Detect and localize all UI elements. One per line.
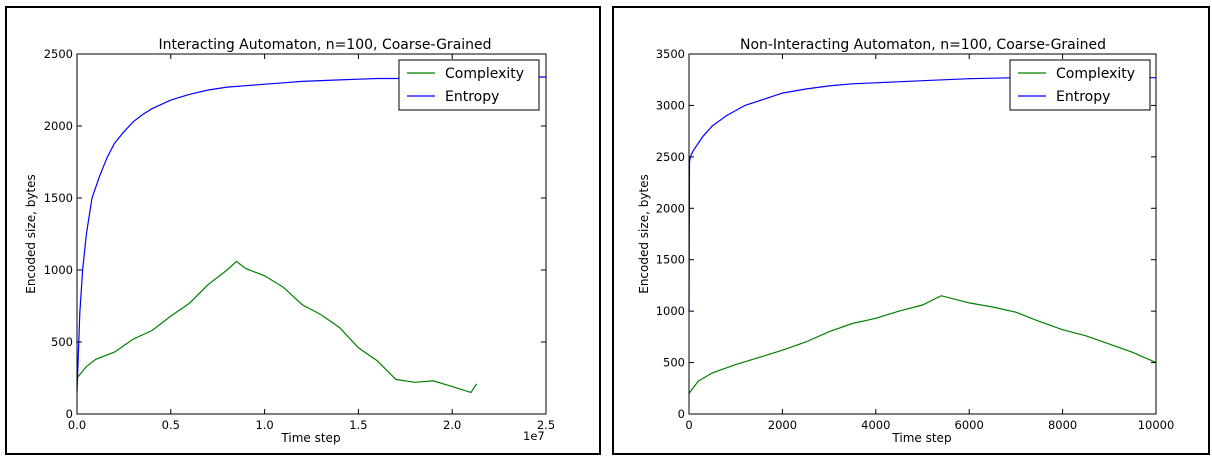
legend-box (398, 59, 540, 111)
x-offset-label: 1e7 (523, 429, 545, 443)
axis-ticks: 0.0 0.5 1.0 1.5 2.0 2.5 0 500 1000 1500 2000 2500 (44, 47, 555, 432)
legend-label-complexity: Complexity (445, 66, 524, 82)
legend-label-entropy: Entropy (445, 89, 499, 105)
x-axis-label: Time step (280, 431, 340, 445)
chart-svg-interacting: Interacting Automaton, n=100, Coarse-Gra… (24, 37, 555, 445)
chart-title: Interacting Automaton, n=100, Coarse-Gra… (158, 37, 491, 53)
x-tick-label: 1.0 (255, 418, 273, 432)
y-tick-label: 3000 (656, 98, 685, 112)
x-tick-label: 4000 (861, 418, 890, 432)
series-line-entropy (76, 76, 546, 393)
chart-panel-interacting: Interacting Automaton, n=100, Coarse-Gra… (5, 6, 601, 455)
plot-lines (76, 76, 546, 394)
plot-lines (688, 77, 1157, 394)
x-tick-label: 2000 (768, 418, 797, 432)
x-tick-label: 1.5 (349, 418, 367, 432)
legend-label-entropy: Entropy (1056, 89, 1110, 105)
legend-box (1009, 59, 1151, 111)
y-tick-label: 1500 (44, 191, 73, 205)
legend-label-complexity: Complexity (1056, 66, 1135, 82)
y-tick-label: 1000 (656, 304, 685, 318)
y-tick-label: 2500 (44, 47, 73, 61)
legend: Complexity Entropy (398, 59, 540, 111)
plot-frame (76, 53, 547, 415)
y-tick-label: 2500 (656, 150, 685, 164)
x-tick-label: 0.0 (68, 418, 86, 432)
series-line-complexity (688, 295, 1157, 394)
y-tick-label: 2000 (44, 119, 73, 133)
x-tick-label: 10000 (1138, 418, 1175, 432)
x-tick-label: 6000 (955, 418, 984, 432)
legend: Complexity Entropy (1009, 59, 1151, 111)
series-line-complexity (76, 260, 478, 394)
y-tick-label: 1500 (656, 253, 685, 267)
x-tick-label: 2.5 (537, 418, 555, 432)
y-tick-label: 1000 (44, 263, 73, 277)
chart-title: Non-Interacting Automaton, n=100, Coarse… (740, 37, 1106, 53)
y-tick-label: 2000 (656, 201, 685, 215)
y-tick-label: 3500 (656, 47, 685, 61)
y-tick-label: 0 (678, 407, 685, 421)
y-tick-label: 500 (663, 356, 685, 370)
plot-frame (688, 53, 1157, 415)
chart-svg-non-interacting: Non-Interacting Automaton, n=100, Coarse… (637, 37, 1175, 445)
y-axis-label: Encoded size, bytes (637, 174, 651, 294)
y-tick-label: 500 (51, 335, 73, 349)
x-tick-label: 0 (685, 418, 692, 432)
x-tick-label: 2.0 (443, 418, 461, 432)
series-line-entropy (688, 77, 1156, 312)
chart-panel-non-interacting: Non-Interacting Automaton, n=100, Coarse… (612, 6, 1210, 455)
x-axis-label: Time step (891, 431, 951, 445)
y-axis-label: Encoded size, bytes (24, 174, 38, 294)
x-tick-label: 8000 (1048, 418, 1077, 432)
axis-ticks: 0 2000 4000 6000 8000 10000 0 500 1000 1500 2000 25… (656, 47, 1175, 432)
x-tick-label: 0.5 (162, 418, 180, 432)
y-tick-label: 0 (66, 407, 73, 421)
